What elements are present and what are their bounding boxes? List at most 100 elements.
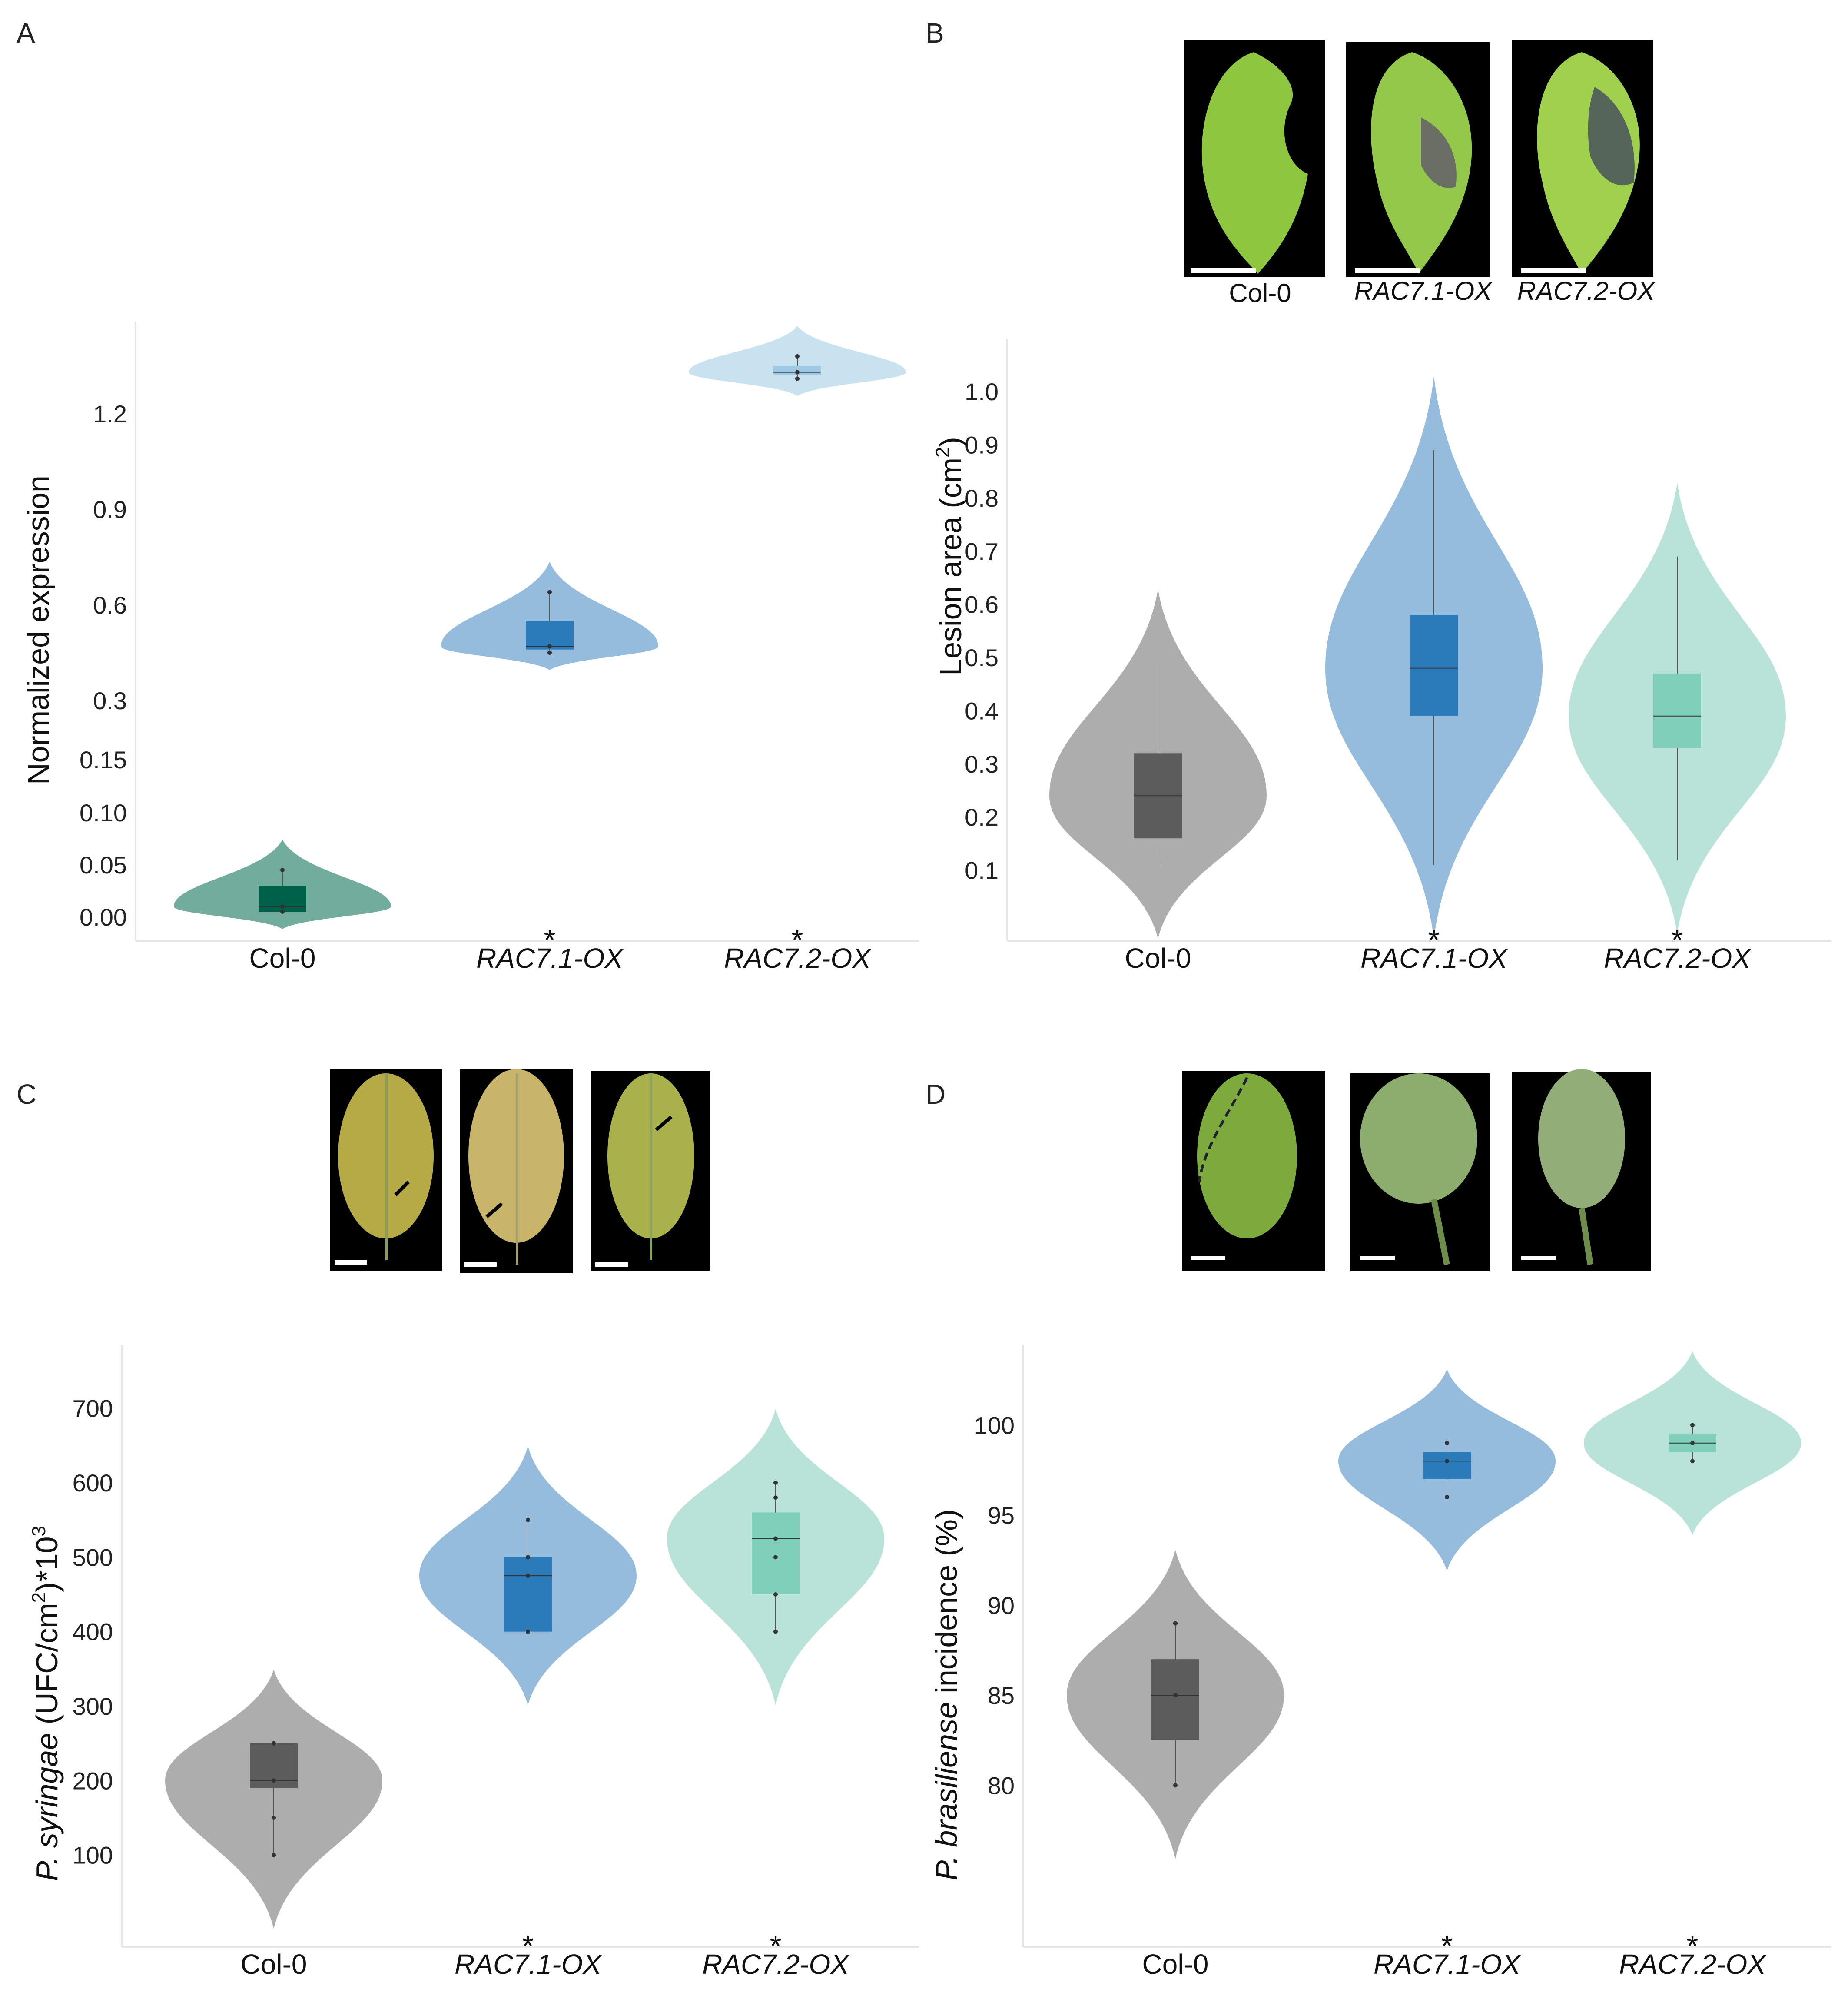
- y-axis-label: P. brasiliense incidence (%): [929, 1509, 963, 1881]
- data-point: [547, 590, 552, 594]
- y-tick-label: 0.2: [965, 803, 999, 831]
- data-point: [1690, 1459, 1695, 1464]
- data-point: [1173, 1693, 1178, 1698]
- y-tick-label: 0.6: [965, 591, 999, 618]
- y-tick-label: 0.05: [80, 851, 127, 879]
- y-label-superscript: 2: [932, 447, 953, 457]
- x-tick-label: RAC7.2-OX: [1619, 1949, 1767, 1980]
- x-tick-label: RAC7.2-OX: [724, 943, 872, 974]
- panel-letter-d: D: [926, 1079, 946, 1110]
- x-tick-label: RAC7.1-OX: [1360, 943, 1508, 974]
- box-iqr: [752, 1512, 800, 1594]
- y-tick-label: 0.4: [965, 697, 999, 724]
- data-point: [773, 1536, 778, 1541]
- y-label-text: incidence (%): [929, 1509, 963, 1702]
- data-point: [547, 651, 552, 655]
- y-label-text-end: )*10: [30, 1537, 64, 1592]
- panel-b-photos: Col-0 RAC7.1-OX RAC7.2-OX: [1184, 40, 1656, 308]
- violin-group-rac7-1-ox: [1325, 376, 1543, 939]
- photo-caption-rac72: RAC7.2-OX: [1517, 276, 1656, 305]
- data-point: [1445, 1459, 1449, 1464]
- data-point: [1445, 1441, 1449, 1445]
- significance-star: *: [770, 1929, 781, 1963]
- y-tick-label: 0.9: [965, 432, 999, 459]
- x-tick-label: Col-0: [1142, 1949, 1209, 1980]
- x-tick-label: RAC7.2-OX: [1604, 943, 1752, 974]
- chart-b: 0.1 0.2 0.3 0.4 0.5 0.6 0.7 0.8 0.9 1.0 Lesion are…: [932, 339, 1831, 974]
- leaf-photo-col0-b: [1184, 40, 1325, 277]
- y-tick-label: 0.7: [965, 538, 999, 565]
- y-tick-label: 500: [73, 1544, 113, 1571]
- box-iqr: [1151, 1659, 1199, 1740]
- y-tick-label: 0.5: [965, 644, 999, 671]
- x-tick-label: Col-0: [241, 1949, 307, 1980]
- panel-letter-b: B: [926, 17, 944, 49]
- y-label-species: P. syringae: [30, 1733, 64, 1881]
- data-point: [1173, 1783, 1178, 1788]
- data-point: [1690, 1441, 1695, 1445]
- x-tick-label: RAC7.1-OX: [455, 1949, 602, 1980]
- significance-star: *: [544, 923, 555, 957]
- y-tick-label: 90: [988, 1592, 1015, 1619]
- violin-group-col-0: [1067, 1549, 1284, 1859]
- leaf-photo-rac72-d: [1512, 1069, 1651, 1271]
- box-iqr: [504, 1557, 552, 1632]
- data-point: [272, 1816, 276, 1820]
- x-tick-label: Col-0: [1125, 943, 1191, 974]
- y-tick-label: 400: [73, 1618, 113, 1646]
- x-tick-label: Col-0: [249, 943, 316, 974]
- data-point: [272, 1741, 276, 1746]
- panel-d-photos: [1182, 1069, 1651, 1271]
- y-tick-label: 0.1: [965, 857, 999, 884]
- y-tick-label: 0.3: [93, 687, 127, 714]
- leaf-photo-rac72-b: [1512, 40, 1653, 277]
- data-point: [272, 1778, 276, 1783]
- data-point: [795, 370, 800, 375]
- x-tick-label: RAC7.1-OX: [476, 943, 624, 974]
- photo-caption-rac71: RAC7.1-OX: [1354, 276, 1493, 305]
- data-point: [1173, 1621, 1178, 1626]
- violin-group-rac7-1-ox: [441, 561, 658, 670]
- box-iqr: [1423, 1452, 1471, 1479]
- box-iqr: [1653, 673, 1701, 748]
- box-iqr: [1410, 615, 1458, 716]
- y-tick-label: 0.8: [965, 485, 999, 512]
- y-tick-label: 0.15: [80, 746, 127, 774]
- leaf-photo-rac71-d: [1350, 1073, 1490, 1271]
- chart-c: 100 200 300 400 500 600 700 P. syringae (UFC/cm…: [28, 1345, 919, 1980]
- data-point: [773, 1592, 778, 1597]
- x-tick-label: RAC7.1-OX: [1374, 1949, 1521, 1980]
- y-axis-label: Lesion area (cm2): [932, 437, 968, 676]
- panel-letter-a: A: [17, 17, 35, 49]
- y-tick-label: 300: [73, 1693, 113, 1720]
- leaf-photo-rac72-c: [591, 1071, 710, 1271]
- significance-star: *: [1671, 923, 1683, 957]
- y-tick-label: 95: [988, 1502, 1015, 1529]
- y-label-superscript: 2: [28, 1592, 50, 1603]
- y-tick-label: 100: [73, 1842, 113, 1869]
- y-tick-label: 0.9: [93, 496, 127, 523]
- y-tick-label: 600: [73, 1469, 113, 1497]
- leaf-photo-rac71-c: [460, 1069, 573, 1273]
- violin-group-col-0: [1049, 589, 1267, 939]
- y-tick-label: 0.3: [965, 750, 999, 778]
- y-label-text: (UFC/cm: [30, 1603, 64, 1733]
- data-point: [773, 1629, 778, 1634]
- y-axis-label: P. syringae (UFC/cm2)*103: [28, 1526, 64, 1881]
- data-point: [280, 868, 285, 872]
- y-tick-label: 1.0: [965, 378, 999, 405]
- data-point: [280, 904, 285, 909]
- data-point: [526, 1517, 530, 1522]
- photo-caption-col0: Col-0: [1229, 279, 1291, 308]
- y-tick-label: 0.10: [80, 799, 127, 827]
- y-label-species: P. brasiliense: [929, 1702, 963, 1880]
- leaf-photo-col0-c: [330, 1069, 442, 1271]
- y-axis-label: Normalized expression: [21, 475, 55, 785]
- leaf-photo-rac71-b: [1346, 42, 1490, 277]
- y-tick-label: 100: [974, 1411, 1015, 1439]
- charts-layer: 0.00 0.05 0.10 0.15 0.3 0.6 0.9 1.2 Normalized e…: [21, 322, 1831, 1980]
- chart-a: 0.00 0.05 0.10 0.15 0.3 0.6 0.9 1.2 Normalized e…: [21, 322, 919, 974]
- violin-group-rac7-2-ox: [667, 1409, 884, 1706]
- data-point: [526, 1555, 530, 1560]
- data-point: [1445, 1495, 1449, 1500]
